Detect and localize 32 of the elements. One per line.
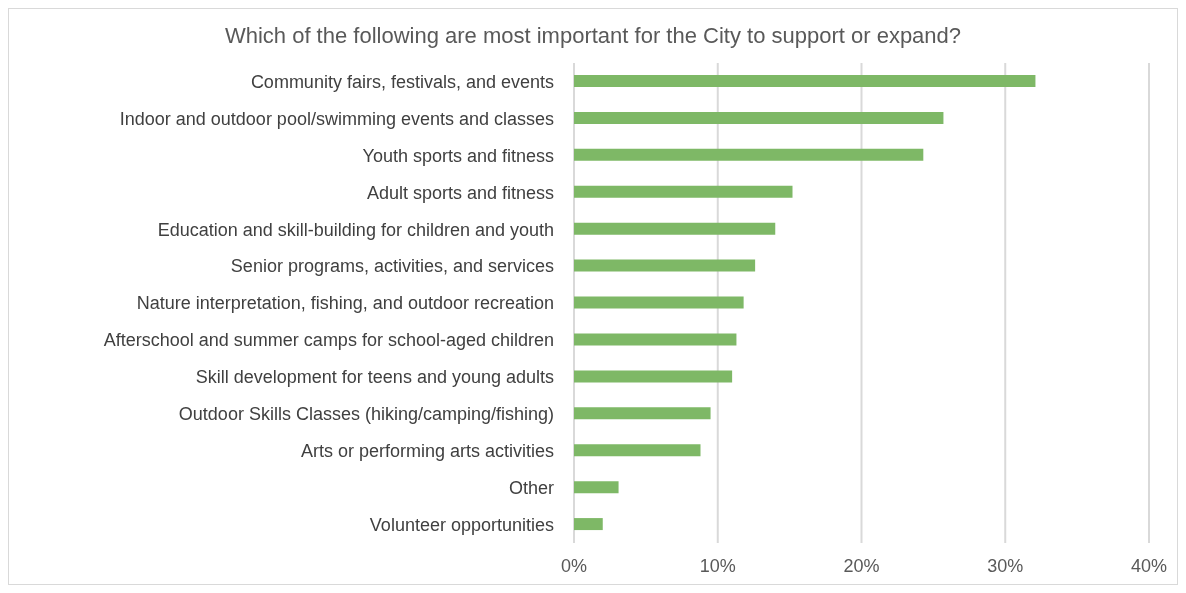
y-tick-label: Afterschool and summer camps for school-aged children [103,330,554,351]
bar [574,185,793,198]
x-tick-label: 0% [560,555,588,576]
bar [574,222,776,235]
y-tick-label: Senior programs, activities, and services [230,256,554,277]
y-tick-label: Youth sports and fitness [362,145,554,166]
x-tick-label: 30% [987,555,1024,576]
y-tick-label: Nature interpretation, fishing, and outdoor recreation [136,293,554,314]
y-tick-label: Community fairs, festivals, and events [250,71,554,92]
y-tick-label: Volunteer opportunities [369,514,554,535]
y-tick-label: Other [508,478,554,499]
x-tick-label: 20% [843,555,880,576]
bar [574,333,737,346]
chart-title: Which of the following are most important for the City to support or expand? [223,22,963,50]
bar [574,370,733,383]
bar [574,148,924,161]
bar [574,296,744,309]
y-tick-label: Adult sports and fitness [366,182,554,203]
y-tick-label: Education and skill-building for children and youth [157,219,554,240]
x-tick-label: 10% [699,555,736,576]
y-tick-label: Indoor and outdoor pool/swimming events and classes [119,108,554,129]
y-tick-label: Skill development for teens and young adults [195,367,554,388]
bar [574,259,756,272]
bar [574,518,603,531]
bar [574,111,944,124]
y-tick-label: Arts or performing arts activities [300,441,554,462]
y-tick-label: Outdoor Skills Classes (hiking/camping/fishing) [178,404,554,425]
bar [574,75,1036,87]
bar [574,481,619,494]
bar [574,407,711,420]
x-tick-label: 40% [1130,555,1168,576]
bar [574,444,701,457]
